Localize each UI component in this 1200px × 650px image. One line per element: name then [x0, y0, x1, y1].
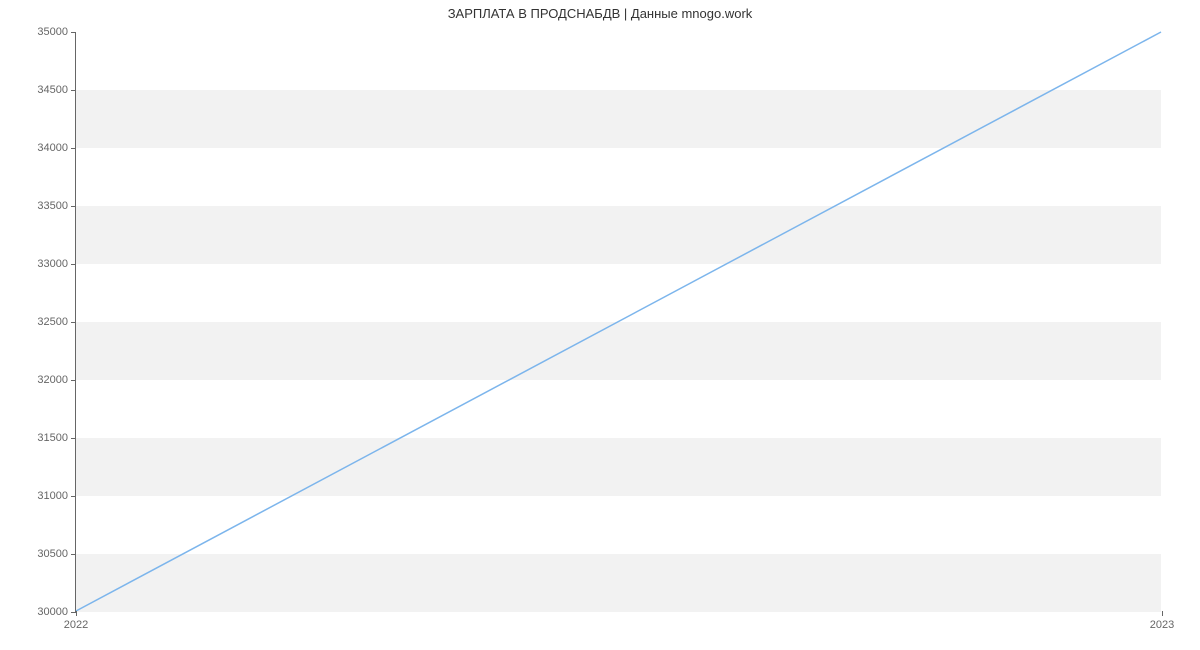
- y-tick-label: 34000: [37, 142, 68, 154]
- chart-title: ЗАРПЛАТА В ПРОДСНАБДВ | Данные mnogo.wor…: [0, 6, 1200, 21]
- y-tick-label: 32500: [37, 316, 68, 328]
- y-tick-mark: [71, 90, 76, 91]
- plot-area: 3000030500310003150032000325003300033500…: [75, 32, 1161, 612]
- chart-container: ЗАРПЛАТА В ПРОДСНАБДВ | Данные mnogo.wor…: [0, 0, 1200, 650]
- y-tick-mark: [71, 206, 76, 207]
- y-tick-label: 33500: [37, 200, 68, 212]
- y-tick-mark: [71, 264, 76, 265]
- y-tick-label: 31000: [37, 490, 68, 502]
- x-tick-label: 2022: [64, 619, 88, 631]
- y-tick-label: 33000: [37, 258, 68, 270]
- x-tick-label: 2023: [1150, 619, 1174, 631]
- chart-line-svg: [76, 32, 1161, 611]
- y-tick-label: 30500: [37, 548, 68, 560]
- y-tick-mark: [71, 148, 76, 149]
- y-tick-mark: [71, 438, 76, 439]
- y-tick-mark: [71, 322, 76, 323]
- x-tick-mark: [76, 611, 77, 616]
- y-tick-mark: [71, 32, 76, 33]
- y-tick-label: 32000: [37, 374, 68, 386]
- y-tick-label: 34500: [37, 84, 68, 96]
- x-tick-mark: [1162, 611, 1163, 616]
- y-tick-label: 31500: [37, 432, 68, 444]
- y-tick-mark: [71, 496, 76, 497]
- y-tick-mark: [71, 554, 76, 555]
- y-tick-mark: [71, 380, 76, 381]
- series-line: [76, 32, 1161, 611]
- y-tick-label: 30000: [37, 606, 68, 618]
- y-tick-label: 35000: [37, 26, 68, 38]
